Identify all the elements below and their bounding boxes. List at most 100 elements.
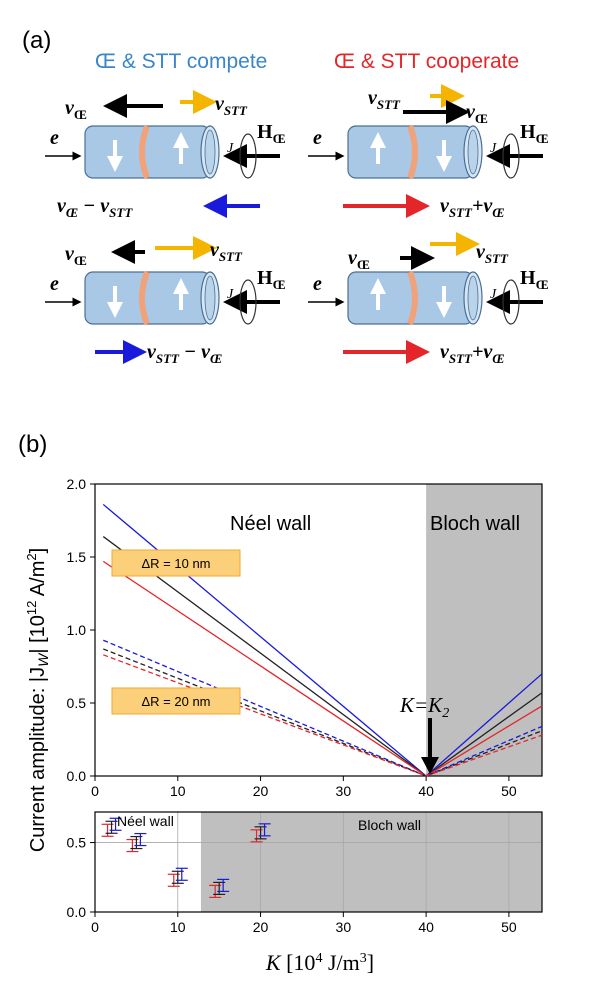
delta-r-20-box (111, 687, 241, 715)
electron-label: e (50, 127, 59, 149)
current-loop (239, 279, 257, 325)
top-velocity-label-1-v: v (466, 101, 476, 123)
y-tick-label-0: 0.0 (67, 768, 87, 784)
h-sub: Œ (273, 277, 286, 292)
sum-part-3: STT (109, 205, 133, 220)
sum-part-1: STT (449, 351, 473, 366)
current-loop (502, 279, 520, 325)
lower-plot: 0 10 20 30 40 50 0.0 0.5 Néel wall Bloch wall (67, 811, 543, 935)
bloch-region-shade (426, 484, 542, 776)
sum-part-2: +v (472, 195, 493, 217)
top-velocity-label-0-v: v (65, 243, 75, 265)
top-velocity-label-0-v: v (348, 247, 358, 269)
top-velocity-label-1-v: v (210, 239, 220, 261)
top-velocity-label-1-sub: Œ (475, 111, 488, 126)
sum-part-0: v (147, 341, 157, 363)
sum-velocity-label: vSTT − vŒ (147, 341, 222, 366)
h-symbol: H (257, 121, 273, 143)
top-velocity-label-1: vSTT (210, 239, 243, 264)
sum-part-3: Œ (492, 351, 504, 366)
top-velocity-label-0-sub: Œ (74, 107, 87, 122)
current-loop (502, 133, 520, 179)
h-sub: Œ (273, 131, 286, 146)
compete-header: Œ & STT compete (95, 50, 267, 73)
h-field-label: HŒ (257, 267, 286, 292)
top-velocity-label-0: vSTT (368, 87, 401, 112)
delta-r-20-label: ΔR = 20 nm (141, 694, 210, 709)
upper-plot: 0 10 20 30 40 50 0.0 0.5 1.0 1.5 2.0 Néel wall Blo… (67, 476, 543, 799)
y-tick-label-1: 0.5 (67, 695, 87, 711)
top-velocity-label-0: vŒ (348, 247, 370, 272)
sum-velocity-label: vSTT+vŒ (440, 341, 505, 366)
lower-x-tick-label-1: 10 (170, 919, 186, 935)
bloch-wall-label: Bloch wall (430, 513, 520, 535)
sum-velocity-label: vSTT+vŒ (440, 195, 505, 220)
domain-wall (139, 124, 150, 180)
lower-bloch-label: Bloch wall (358, 817, 421, 833)
sum-part-1: STT (156, 351, 180, 366)
x-tick-label-4: 40 (418, 783, 434, 799)
sum-part-0: v (440, 341, 450, 363)
lower-y-tick-label-1: 0.5 (67, 835, 87, 851)
sum-part-2: +v (472, 341, 493, 363)
h-sub: Œ (536, 131, 549, 146)
h-field-label: HŒ (520, 121, 549, 146)
top-velocity-label-1: vŒ (466, 101, 488, 126)
top-velocity-label-0-v: v (368, 87, 378, 109)
sum-part-0: v (440, 195, 450, 217)
lower-x-tick-label-5: 50 (501, 919, 517, 935)
sum-part-2: − v (78, 195, 110, 217)
sum-part-3: Œ (492, 205, 504, 220)
top-velocity-label-1-sub: STT (485, 251, 509, 266)
delta-r-10-box (111, 549, 241, 577)
x-tick-label-1: 10 (170, 783, 186, 799)
current-label: J (227, 287, 234, 302)
neel-wall-label: Néel wall (230, 513, 311, 535)
k-equals-k2-label: K=K2 (399, 693, 449, 721)
lower-x-tick-label-3: 30 (336, 919, 352, 935)
y-tick-label-4: 2.0 (67, 476, 87, 492)
electron-label: e (50, 273, 59, 295)
sum-part-2: − v (179, 341, 211, 363)
cylinder-end-inner (467, 275, 479, 321)
top-velocity-label-1: vSTT (476, 241, 509, 266)
top-velocity-label-1-v: v (476, 241, 486, 263)
domain-wall (139, 270, 150, 326)
x-tick-label-0: 0 (91, 783, 99, 799)
current-loop (239, 133, 257, 179)
y-tick-label-2: 1.0 (67, 622, 87, 638)
cooperate-header: Œ & STT cooperate (334, 50, 519, 73)
h-symbol: H (520, 121, 536, 143)
panel-a-label: (a) (22, 27, 51, 54)
lower-bloch-shade (200, 812, 542, 912)
lower-y-tick-label-0: 0.0 (67, 904, 87, 920)
current-label: J (490, 287, 497, 302)
top-velocity-label-0: vŒ (65, 243, 87, 268)
h-field-label: HŒ (257, 121, 286, 146)
x-axis-label: K [104 J/m3] (265, 950, 374, 975)
domain-wall (407, 270, 418, 326)
panel-b-label: (b) (18, 431, 47, 458)
sum-velocity-label: vŒ − vSTT (57, 195, 133, 220)
top-velocity-label-1-v: v (215, 93, 225, 115)
x-tick-label-2: 20 (253, 783, 269, 799)
lower-x-tick-label-4: 40 (418, 919, 434, 935)
top-velocity-label-1-sub: STT (224, 103, 248, 118)
lower-neel-label: Néel wall (117, 813, 174, 829)
top-velocity-label-0: vŒ (65, 97, 87, 122)
h-symbol: H (520, 267, 536, 289)
electron-label: e (313, 273, 322, 295)
top-velocity-label-0-sub: Œ (357, 257, 370, 272)
k2-arrow-head (421, 757, 439, 774)
cylinder-end-inner (467, 129, 479, 175)
h-field-label: HŒ (520, 267, 549, 292)
top-velocity-label-1-sub: STT (219, 249, 243, 264)
top-velocity-label-0-sub: STT (377, 97, 401, 112)
top-velocity-label-0-sub: Œ (74, 253, 87, 268)
h-symbol: H (257, 267, 273, 289)
